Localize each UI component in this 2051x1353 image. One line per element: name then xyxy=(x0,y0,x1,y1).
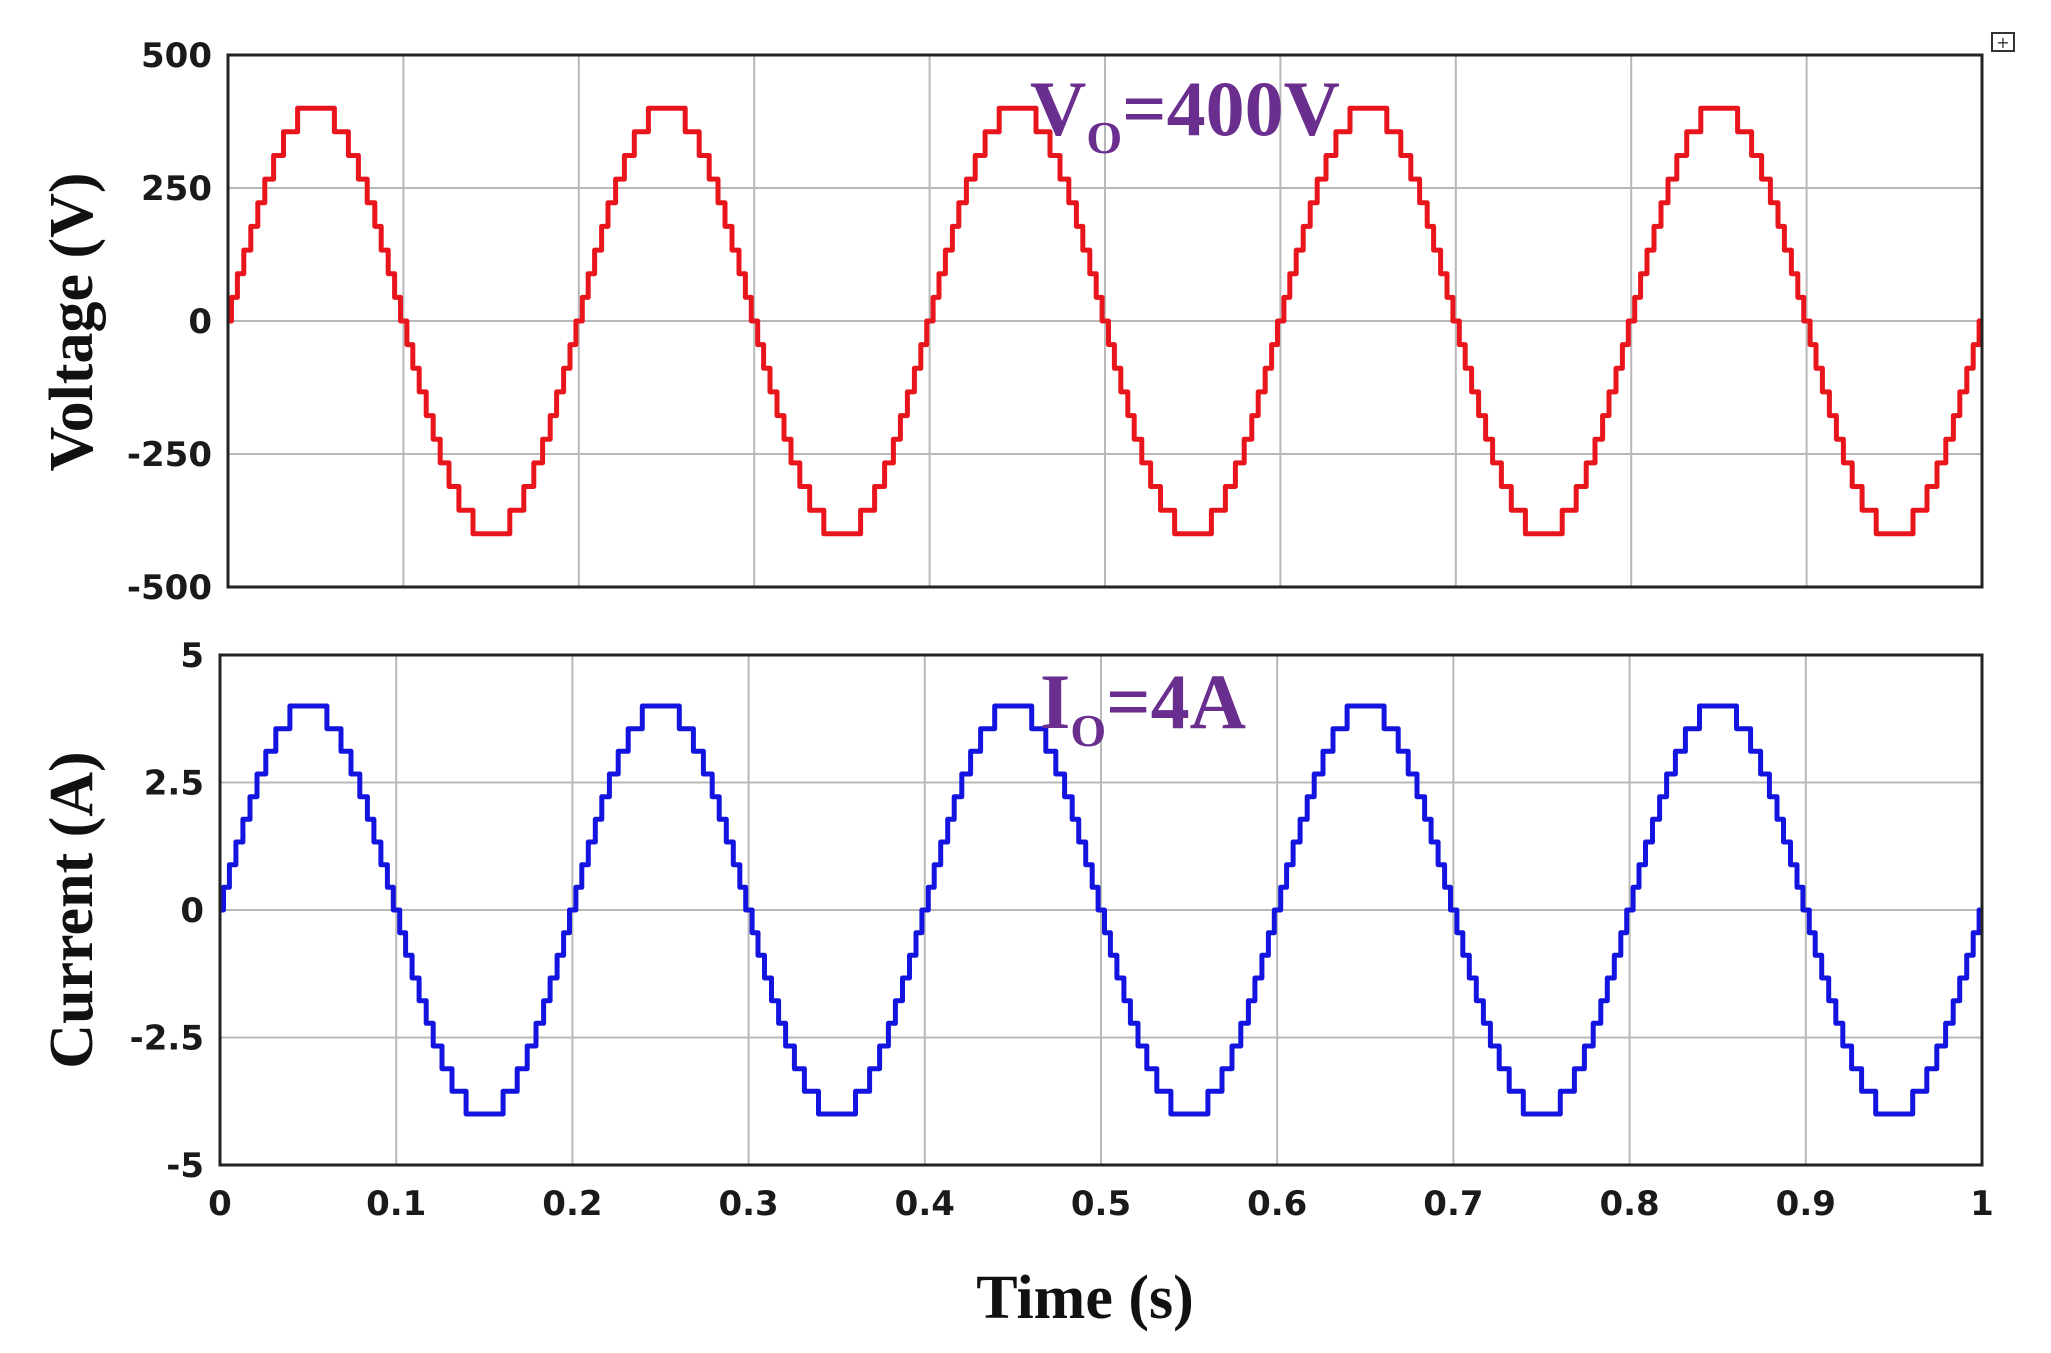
current-xtick-label: 1 xyxy=(1970,1184,1994,1224)
current-xtick-label: 0.6 xyxy=(1247,1184,1307,1224)
current-xtick-label: 0.7 xyxy=(1423,1184,1483,1224)
current-xtick-label: 0.1 xyxy=(366,1184,426,1224)
expand-glyph: + xyxy=(1996,33,2009,52)
current-panel: 5 2.5 0 -2.5 -5 0 0.1 0.2 0.3 0.4 0.5 0.6 0.7 0.8 0.9… xyxy=(38,636,1994,1332)
current-axes-frame xyxy=(218,653,1984,1167)
voltage-annotation: VO=400V xyxy=(1030,65,1340,163)
current-line xyxy=(220,703,1982,1117)
voltage-panel: 500 250 0 -250 -500 Voltage (V) VO=400V + xyxy=(38,32,2015,608)
voltage-annotation-sub: O xyxy=(1086,112,1122,163)
current-annotation: IO=4A xyxy=(1040,658,1246,756)
current-ylabel: Current (A) xyxy=(38,751,106,1068)
voltage-ytick-label: 250 xyxy=(141,169,212,209)
voltage-series xyxy=(228,105,1982,537)
time-xlabel: Time (s) xyxy=(976,1264,1194,1332)
current-xtick-label: 0.5 xyxy=(1071,1184,1131,1224)
current-xtick-label: 0.2 xyxy=(542,1184,602,1224)
current-xtick-label: 0 xyxy=(208,1184,232,1224)
current-xtick-label: 0.8 xyxy=(1599,1184,1659,1224)
current-annotation-sub: O xyxy=(1070,705,1106,756)
current-ytick-label: 0 xyxy=(180,891,204,931)
voltage-axes-frame xyxy=(226,53,1984,589)
voltage-line xyxy=(228,105,1982,537)
current-xtick-label: 0.9 xyxy=(1776,1184,1836,1224)
expand-icon[interactable]: + xyxy=(1991,32,2015,52)
voltage-ylabel: Voltage (V) xyxy=(38,172,106,471)
voltage-ytick-label: -250 xyxy=(127,435,212,475)
current-x-ticks: 0 0.1 0.2 0.3 0.4 0.5 0.6 0.7 0.8 0.9 1 xyxy=(208,1184,1994,1224)
current-xtick-label: 0.4 xyxy=(895,1184,955,1224)
current-xtick-label: 0.3 xyxy=(718,1184,778,1224)
current-ytick-label: -5 xyxy=(166,1146,204,1186)
current-ytick-label: -2.5 xyxy=(130,1019,204,1059)
voltage-annotation-value: =400V xyxy=(1122,65,1340,152)
voltage-annotation-main: V xyxy=(1030,65,1086,152)
current-series xyxy=(220,703,1982,1117)
current-annotation-value: =4A xyxy=(1106,658,1246,745)
voltage-ytick-label: -500 xyxy=(127,568,212,608)
current-annotation-main: I xyxy=(1040,658,1070,745)
current-y-ticks: 5 2.5 0 -2.5 -5 xyxy=(130,636,204,1186)
current-ytick-label: 2.5 xyxy=(144,764,204,804)
voltage-ytick-label: 0 xyxy=(188,302,212,342)
voltage-y-ticks: 500 250 0 -250 -500 xyxy=(127,36,212,608)
current-ytick-label: 5 xyxy=(180,636,204,676)
voltage-ytick-label: 500 xyxy=(141,36,212,76)
